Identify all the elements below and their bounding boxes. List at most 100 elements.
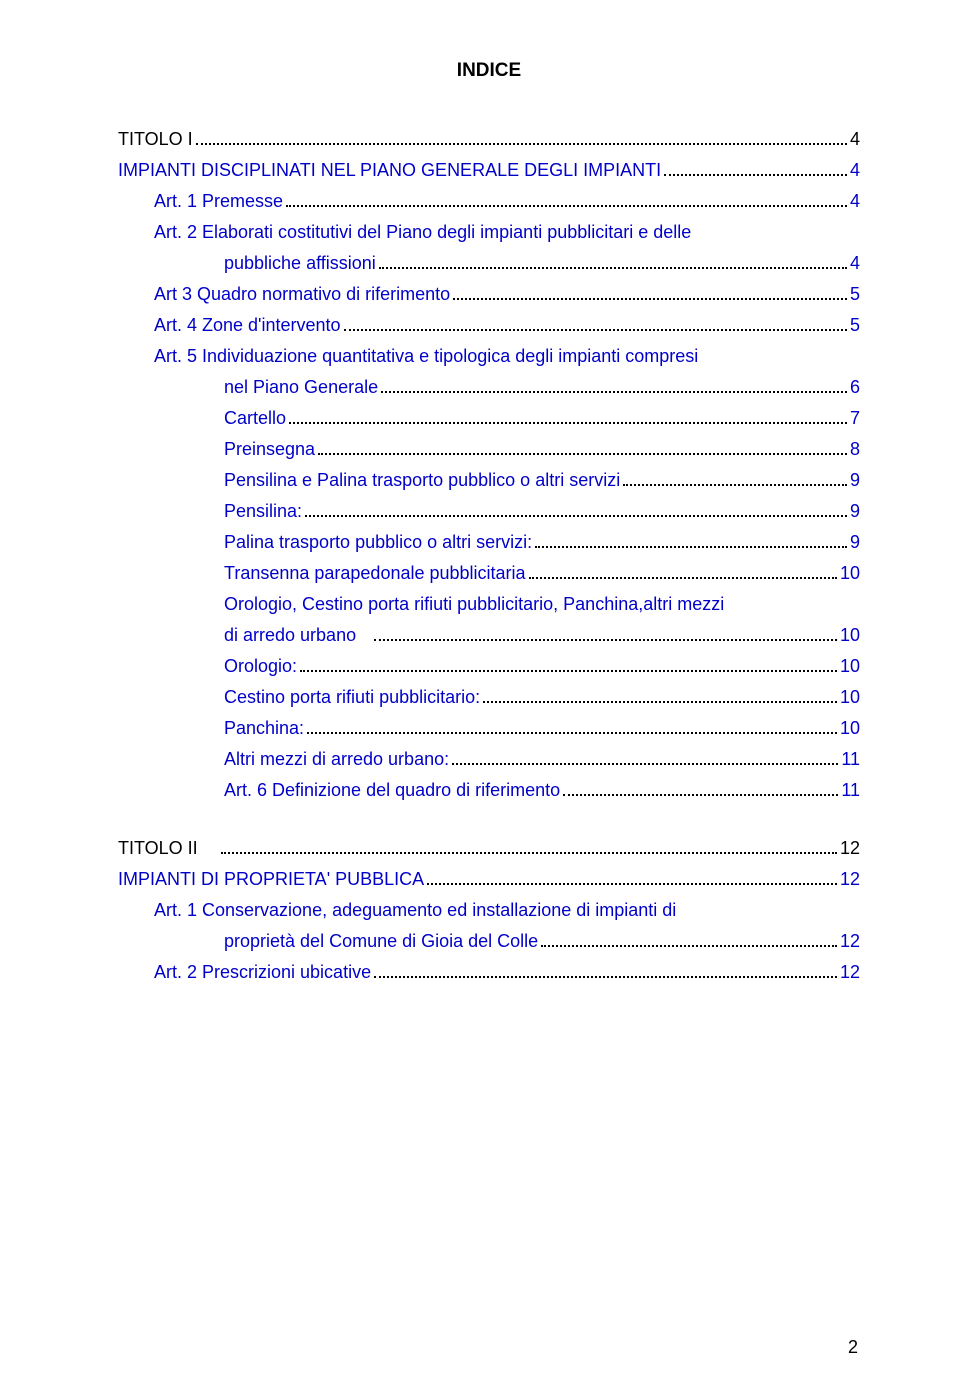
toc-label: TITOLO II <box>118 839 218 857</box>
toc-page-number: 8 <box>850 440 860 458</box>
toc-page-number: 4 <box>850 192 860 210</box>
toc-label: IMPIANTI DISCIPLINATI NEL PIANO GENERALE… <box>118 161 661 179</box>
toc-leader-dots <box>300 670 837 672</box>
toc-page-number: 10 <box>840 626 860 644</box>
toc-leader-dots <box>453 298 847 300</box>
toc-entry: Cestino porta rifiuti pubblicitario: 10 <box>118 688 860 706</box>
toc-leader-dots <box>664 174 847 176</box>
toc-page-number: 11 <box>841 750 860 768</box>
toc-entry: Pensilina e Palina trasporto pubblico o … <box>118 471 860 489</box>
toc-leader-dots <box>221 852 837 854</box>
toc-entry: IMPIANTI DISCIPLINATI NEL PIANO GENERALE… <box>118 161 860 179</box>
toc-entry: Art. 2 Prescrizioni ubicative 12 <box>118 963 860 981</box>
toc-page-number: 12 <box>840 932 860 950</box>
toc-leader-dots <box>196 143 847 145</box>
toc-leader-dots <box>623 484 847 486</box>
toc-label: Art. 2 Prescrizioni ubicative <box>154 963 371 981</box>
toc-page-number: 10 <box>840 688 860 706</box>
toc-page-number: 9 <box>850 533 860 551</box>
toc-page-number: 4 <box>850 254 860 272</box>
toc-page-number: 10 <box>840 719 860 737</box>
toc-page-number: 7 <box>850 409 860 427</box>
toc-page-number: 11 <box>841 781 860 799</box>
toc-leader-dots <box>286 205 847 207</box>
page-number: 2 <box>848 1337 858 1358</box>
table-of-contents: TITOLO I 4 IMPIANTI DISCIPLINATI NEL PIANO… <box>118 130 860 981</box>
toc-page-number: 9 <box>850 502 860 520</box>
toc-leader-dots <box>529 577 837 579</box>
toc-entry: Cartello 7 <box>118 409 860 427</box>
toc-label: Art. 5 Individuazione quantitativa e tip… <box>154 346 698 366</box>
toc-entry: di arredo urbano 10 <box>118 626 860 644</box>
toc-leader-dots <box>374 639 837 641</box>
toc-page-number: 10 <box>840 657 860 675</box>
page-title: INDICE <box>118 60 860 82</box>
toc-leader-dots <box>541 945 837 947</box>
toc-entry: Panchina: 10 <box>118 719 860 737</box>
toc-label: Palina trasporto pubblico o altri serviz… <box>224 533 532 551</box>
toc-entry: proprietà del Comune di Gioia del Colle 1… <box>118 932 860 950</box>
toc-label: proprietà del Comune di Gioia del Colle <box>224 932 538 950</box>
toc-label: Pensilina: <box>224 502 302 520</box>
toc-leader-dots <box>289 422 847 424</box>
toc-label: Altri mezzi di arredo urbano: <box>224 750 449 768</box>
toc-label: Orologio: <box>224 657 297 675</box>
toc-label: Art 3 Quadro normativo di riferimento <box>154 285 450 303</box>
toc-label: Art. 2 Elaborati costitutivi del Piano d… <box>154 222 691 242</box>
toc-page-number: 4 <box>850 130 860 148</box>
toc-label: Orologio, Cestino porta rifiuti pubblici… <box>224 594 724 614</box>
toc-entry: Palina trasporto pubblico o altri serviz… <box>118 533 860 551</box>
toc-label: IMPIANTI DI PROPRIETA' PUBBLICA <box>118 870 424 888</box>
toc-page-number: 5 <box>850 316 860 334</box>
toc-leader-dots <box>535 546 847 548</box>
toc-label: Cartello <box>224 409 286 427</box>
toc-entry: nel Piano Generale 6 <box>118 378 860 396</box>
toc-leader-dots <box>381 391 847 393</box>
toc-label: nel Piano Generale <box>224 378 378 396</box>
toc-entry: Orologio, Cestino porta rifiuti pubblici… <box>118 595 860 613</box>
toc-entry: Pensilina: 9 <box>118 502 860 520</box>
toc-label: TITOLO I <box>118 130 193 148</box>
toc-leader-dots <box>452 763 838 765</box>
toc-entry: TITOLO II 12 <box>118 839 860 857</box>
toc-entry: Art. 1 Premesse 4 <box>118 192 860 210</box>
toc-leader-dots <box>563 794 838 796</box>
toc-leader-dots <box>305 515 847 517</box>
toc-entry: Preinsegna 8 <box>118 440 860 458</box>
toc-label: Art. 6 Definizione del quadro di riferim… <box>224 781 560 799</box>
toc-page-number: 12 <box>840 870 860 888</box>
toc-entry: TITOLO I 4 <box>118 130 860 148</box>
toc-leader-dots <box>318 453 847 455</box>
toc-entry: Orologio: 10 <box>118 657 860 675</box>
toc-label: Panchina: <box>224 719 304 737</box>
toc-label: Pensilina e Palina trasporto pubblico o … <box>224 471 620 489</box>
toc-page-number: 6 <box>850 378 860 396</box>
toc-label: Art. 1 Conservazione, adeguamento ed ins… <box>154 900 676 920</box>
toc-label: Cestino porta rifiuti pubblicitario: <box>224 688 480 706</box>
toc-page-number: 10 <box>840 564 860 582</box>
toc-label: Art. 4 Zone d'intervento <box>154 316 341 334</box>
toc-leader-dots <box>307 732 837 734</box>
toc-entry: Transenna parapedonale pubblicitaria 10 <box>118 564 860 582</box>
toc-entry: Art. 1 Conservazione, adeguamento ed ins… <box>118 901 860 919</box>
toc-leader-dots <box>344 329 847 331</box>
toc-label: Transenna parapedonale pubblicitaria <box>224 564 526 582</box>
toc-label: pubbliche affissioni <box>224 254 376 272</box>
toc-leader-dots <box>374 976 837 978</box>
toc-leader-dots <box>379 267 847 269</box>
toc-entry: Altri mezzi di arredo urbano: 11 <box>118 750 860 768</box>
toc-page-number: 12 <box>840 963 860 981</box>
toc-entry: Art. 6 Definizione del quadro di riferim… <box>118 781 860 799</box>
toc-leader-dots <box>427 883 837 885</box>
toc-entry: Art 3 Quadro normativo di riferimento 5 <box>118 285 860 303</box>
toc-page-number: 9 <box>850 471 860 489</box>
toc-page-number: 4 <box>850 161 860 179</box>
toc-entry: pubbliche affissioni 4 <box>118 254 860 272</box>
toc-entry: IMPIANTI DI PROPRIETA' PUBBLICA 12 <box>118 870 860 888</box>
toc-leader-dots <box>483 701 837 703</box>
toc-label: di arredo urbano <box>224 626 371 644</box>
toc-label: Art. 1 Premesse <box>154 192 283 210</box>
toc-entry: Art. 4 Zone d'intervento 5 <box>118 316 860 334</box>
toc-label: Preinsegna <box>224 440 315 458</box>
toc-page-number: 5 <box>850 285 860 303</box>
